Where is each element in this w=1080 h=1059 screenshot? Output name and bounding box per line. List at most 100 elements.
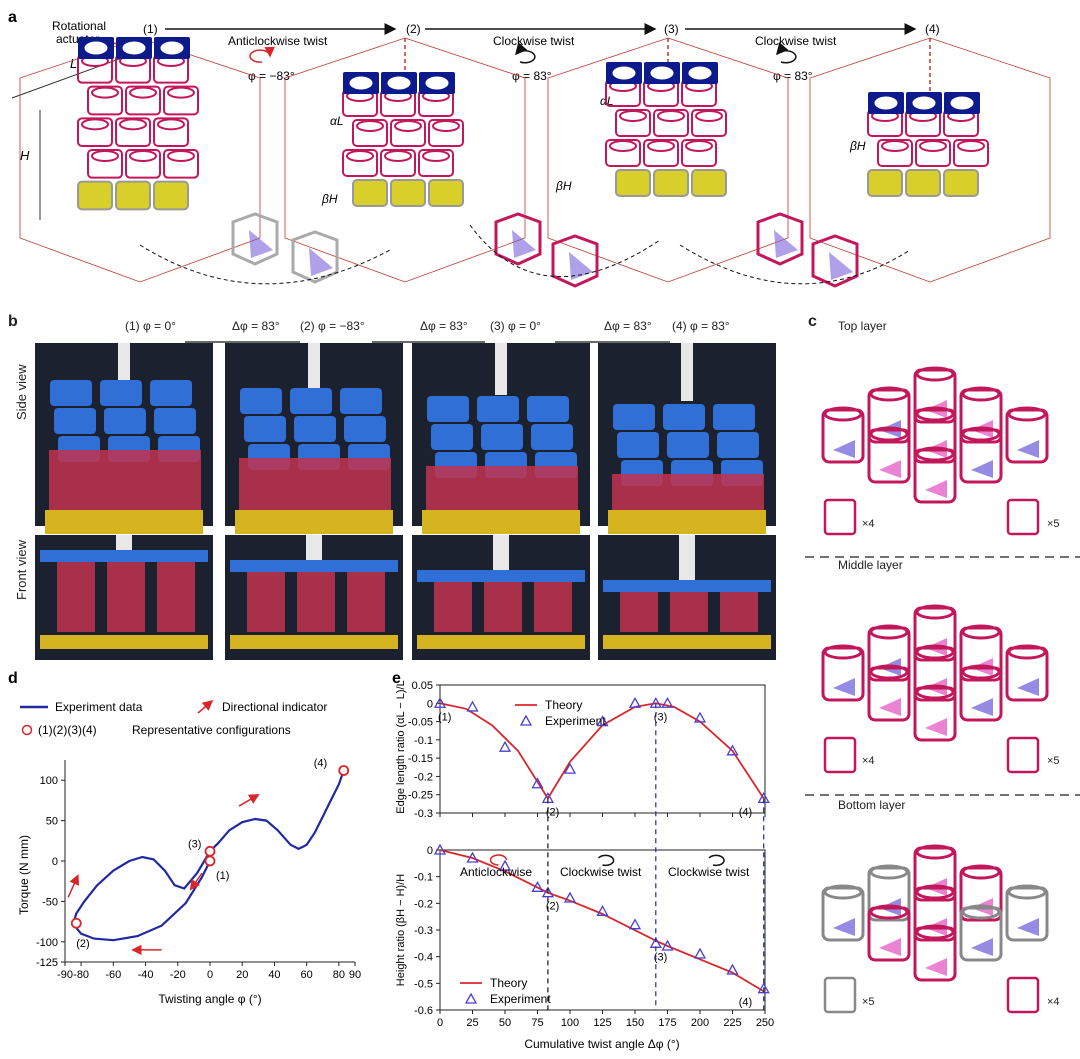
panel-c-layers bbox=[805, 366, 1080, 1014]
blue-plate bbox=[667, 432, 709, 458]
layer-ring bbox=[961, 386, 1001, 402]
y-tick-label: -0.3 bbox=[414, 925, 433, 937]
panel-b-state-4: (4) φ = 83° bbox=[672, 319, 730, 333]
blue-plate bbox=[294, 416, 336, 442]
lattice-cell bbox=[653, 169, 689, 197]
y-tick-label: -125 bbox=[36, 957, 58, 969]
plate-hole bbox=[687, 65, 713, 81]
y-tick-label: 0 bbox=[427, 845, 433, 857]
lattice-cell bbox=[691, 169, 727, 197]
bottom-layer-title: Bottom layer bbox=[838, 798, 906, 812]
x-axis-label: Twisting angle φ (°) bbox=[158, 992, 261, 1006]
blue-plate bbox=[527, 396, 569, 422]
legend-experiment-swatch bbox=[464, 992, 478, 1004]
blue-plate bbox=[54, 408, 96, 434]
state-label-4: (4) bbox=[925, 22, 940, 36]
layer-face bbox=[925, 480, 947, 498]
magenta-column bbox=[297, 572, 335, 632]
legend-arrow-label: Directional indicator bbox=[222, 700, 327, 714]
panel-e-letter: e bbox=[392, 670, 401, 687]
lattice-cell bbox=[905, 169, 941, 197]
yellow-base bbox=[230, 635, 398, 649]
x-tick-label: 225 bbox=[723, 1017, 741, 1029]
magenta-column bbox=[57, 562, 95, 632]
magenta-lattice bbox=[426, 466, 578, 510]
layer-ring bbox=[823, 644, 863, 660]
actuator-rod bbox=[116, 535, 132, 550]
lattice-ring bbox=[422, 150, 450, 162]
legend-theory-label: Theory bbox=[545, 698, 582, 712]
lattice-cell bbox=[428, 179, 464, 207]
config-label: (2) bbox=[76, 938, 89, 950]
plate-hole bbox=[121, 40, 147, 56]
config-label: (4) bbox=[314, 758, 327, 770]
config-label: (2) bbox=[546, 901, 559, 913]
magenta-column bbox=[247, 572, 285, 632]
x-tick-label: 250 bbox=[756, 1017, 774, 1029]
chart-axes: 0.05 0 -0.05 -0.1 -0.15 -0.2 -0.25 -0.3 0 -0.1 -0.… bbox=[408, 680, 774, 1029]
magenta-column bbox=[347, 572, 385, 632]
yellow-base bbox=[45, 510, 203, 534]
experiment-point bbox=[531, 777, 544, 789]
panel-d-letter: d bbox=[8, 670, 18, 687]
unit-cell-face bbox=[249, 230, 273, 258]
lattice-ring bbox=[394, 120, 422, 132]
plate-hole bbox=[649, 65, 675, 81]
layer-face bbox=[971, 938, 993, 956]
experiment-point bbox=[596, 715, 609, 727]
step-label-1: Anticlockwise twist bbox=[228, 34, 328, 48]
magenta-lattice bbox=[239, 458, 391, 510]
experiment-series-line bbox=[71, 770, 345, 942]
layer-ring bbox=[869, 426, 909, 442]
layer-ring bbox=[915, 644, 955, 660]
lattice-ring bbox=[91, 86, 119, 99]
chart-legend: Experiment data Directional indicator (1… bbox=[20, 700, 327, 737]
panel-c: c Top layer ×4 ×5 Middle layer ×4 ×5 Bot… bbox=[800, 305, 1080, 1059]
layer-face bbox=[971, 460, 993, 478]
blue-plate bbox=[40, 550, 208, 562]
lattice-cell bbox=[943, 169, 979, 197]
legend-marker-label: (1)(2)(3)(4) bbox=[38, 723, 97, 737]
unit-swatch bbox=[1006, 498, 1040, 536]
legend-experiment-label: Experiment bbox=[545, 714, 606, 728]
yellow-base bbox=[422, 510, 580, 534]
experiment-point bbox=[466, 700, 479, 712]
x-tick-label: 60 bbox=[301, 969, 313, 981]
layer-cell bbox=[913, 408, 957, 464]
layer-cell bbox=[1005, 408, 1049, 464]
lattice-ring bbox=[685, 140, 713, 152]
experiment-point bbox=[661, 939, 674, 951]
lattice-ring bbox=[695, 110, 723, 122]
unit-swatch bbox=[1006, 976, 1040, 1014]
blue-plate bbox=[613, 404, 655, 430]
panel-e-chart: e 0.05 0 -0.05 -0.1 -0.15 -0.2 -0.25 -0.3 0 -0.1 -… bbox=[392, 670, 774, 1051]
layer-cell bbox=[959, 626, 1003, 682]
x-axis-label: Cumulative twist angle Δφ (°) bbox=[524, 1037, 679, 1051]
plate-hole bbox=[348, 75, 374, 91]
unit-cell-face bbox=[829, 252, 853, 280]
layer-cell bbox=[913, 846, 957, 902]
x-tick-label: 25 bbox=[466, 1017, 478, 1029]
unit-swatch bbox=[823, 976, 857, 1014]
lattice-cell bbox=[615, 169, 651, 197]
experiment-point bbox=[563, 891, 577, 903]
lattice-cell bbox=[115, 180, 151, 211]
y-axis-label: Torque (N mm) bbox=[17, 835, 31, 915]
theory-series-line bbox=[439, 849, 765, 993]
legend-experiment-label: Experiment data bbox=[55, 700, 143, 714]
L-symbol: L bbox=[70, 56, 77, 71]
layer-ring bbox=[915, 406, 955, 422]
anticlockwise-icon bbox=[489, 854, 508, 866]
unit-cell-face bbox=[569, 252, 593, 280]
lattice-ring bbox=[157, 118, 185, 131]
x-tick-label: 40 bbox=[268, 969, 280, 981]
experiment-point bbox=[596, 904, 609, 916]
blue-plate bbox=[230, 560, 398, 572]
panel-b-photos bbox=[35, 341, 776, 660]
lattice-ring bbox=[119, 118, 147, 131]
layer-ring bbox=[869, 386, 909, 402]
layer-ring bbox=[823, 406, 863, 422]
bottom-layer-count-2: ×4 bbox=[1047, 996, 1060, 1008]
unit-cell bbox=[291, 230, 339, 284]
config-marker bbox=[70, 917, 82, 929]
